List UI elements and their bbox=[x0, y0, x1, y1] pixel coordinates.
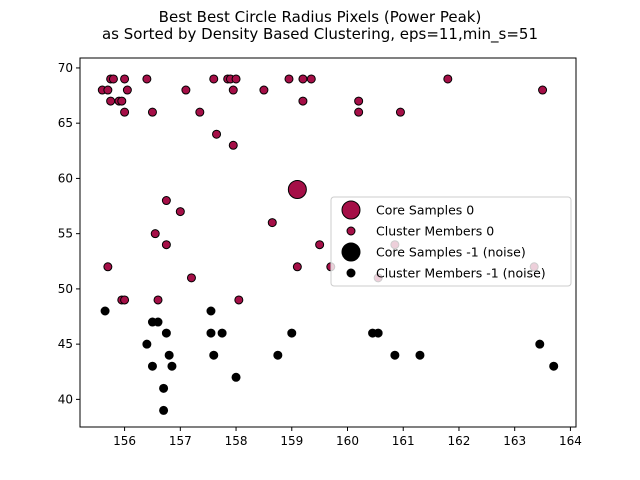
data-point-series-1 bbox=[267, 218, 277, 228]
data-point-series-1 bbox=[209, 74, 219, 84]
x-tick-label: 159 bbox=[280, 434, 303, 448]
data-point-series-1 bbox=[443, 74, 453, 84]
data-point-series-1 bbox=[228, 140, 238, 150]
data-point-series-3 bbox=[159, 383, 169, 393]
x-tick-label: 163 bbox=[503, 434, 526, 448]
data-point-series-1 bbox=[106, 96, 116, 106]
data-point-series-1 bbox=[259, 85, 269, 95]
data-point-series-3 bbox=[390, 350, 400, 360]
x-tick-label: 156 bbox=[113, 434, 136, 448]
y-tick-label: 60 bbox=[58, 171, 73, 185]
data-point-series-1 bbox=[212, 129, 222, 139]
legend-marker bbox=[346, 226, 356, 236]
data-point-series-3 bbox=[535, 339, 545, 349]
data-point-series-1 bbox=[186, 273, 196, 283]
legend-label: Core Samples -1 (noise) bbox=[376, 245, 526, 260]
data-point-series-3 bbox=[373, 328, 383, 338]
data-point-series-1 bbox=[354, 96, 364, 106]
data-point-series-1 bbox=[298, 74, 308, 84]
data-point-series-1 bbox=[234, 295, 244, 305]
legend-label: Cluster Members 0 bbox=[376, 224, 494, 239]
data-point-series-1 bbox=[161, 240, 171, 250]
legend-label: Core Samples 0 bbox=[376, 203, 474, 218]
data-point-series-3 bbox=[164, 350, 174, 360]
data-point-series-3 bbox=[273, 350, 283, 360]
data-point-series-3 bbox=[209, 350, 219, 360]
data-point-series-3 bbox=[287, 328, 297, 338]
x-tick-label: 158 bbox=[225, 434, 248, 448]
y-tick-label: 70 bbox=[58, 61, 73, 75]
data-point-series-3 bbox=[206, 306, 216, 316]
data-point-series-1 bbox=[120, 74, 130, 84]
data-point-series-1 bbox=[142, 74, 152, 84]
data-point-series-3 bbox=[415, 350, 425, 360]
data-point-series-1 bbox=[120, 107, 130, 117]
legend-box bbox=[330, 196, 572, 287]
data-point-series-1 bbox=[315, 240, 325, 250]
x-tick-label: 164 bbox=[559, 434, 582, 448]
data-point-series-3 bbox=[153, 317, 163, 327]
data-point-series-1 bbox=[147, 107, 157, 117]
data-point-series-0 bbox=[287, 179, 307, 199]
data-point-series-1 bbox=[120, 295, 130, 305]
chart-title: Best Best Circle Radius Pixels (Power Pe… bbox=[159, 8, 482, 26]
chart-subtitle: as Sorted by Density Based Clustering, e… bbox=[102, 25, 538, 44]
data-point-series-1 bbox=[117, 96, 127, 106]
data-point-series-3 bbox=[159, 405, 169, 415]
data-point-series-1 bbox=[195, 107, 205, 117]
data-point-series-3 bbox=[147, 361, 157, 371]
y-tick-label: 40 bbox=[58, 392, 73, 406]
y-tick-label: 45 bbox=[58, 337, 73, 351]
axis-ticks: 156 157 158 159 160 161 162 163 164 40 45 50 55 60 65 7… bbox=[58, 61, 582, 448]
data-point-series-3 bbox=[100, 306, 110, 316]
data-point-series-1 bbox=[354, 107, 364, 117]
data-point-series-1 bbox=[103, 85, 113, 95]
data-point-series-1 bbox=[228, 85, 238, 95]
data-point-series-1 bbox=[298, 96, 308, 106]
data-point-series-1 bbox=[395, 107, 405, 117]
data-point-series-1 bbox=[306, 74, 316, 84]
data-point-series-3 bbox=[206, 328, 216, 338]
x-tick-label: 157 bbox=[169, 434, 192, 448]
data-point-series-1 bbox=[538, 85, 548, 95]
data-point-series-1 bbox=[292, 262, 302, 272]
data-point-series-3 bbox=[231, 372, 241, 382]
data-point-series-1 bbox=[231, 74, 241, 84]
y-tick-label: 65 bbox=[58, 116, 73, 130]
x-tick-label: 160 bbox=[336, 434, 359, 448]
data-point-series-1 bbox=[161, 196, 171, 206]
data-point-series-3 bbox=[217, 328, 227, 338]
legend-marker bbox=[341, 242, 361, 262]
x-tick-label: 162 bbox=[448, 434, 471, 448]
data-point-series-3 bbox=[142, 339, 152, 349]
legend-marker bbox=[346, 268, 356, 278]
legend: Core Samples 0 Cluster Members 0 Core Samp… bbox=[330, 196, 572, 287]
legend-label: Cluster Members -1 (noise) bbox=[376, 266, 546, 281]
data-point-series-1 bbox=[175, 207, 185, 217]
y-tick-label: 55 bbox=[58, 227, 73, 241]
y-tick-label: 50 bbox=[58, 282, 73, 296]
data-point-series-1 bbox=[122, 85, 132, 95]
data-point-series-1 bbox=[150, 229, 160, 239]
data-point-series-1 bbox=[153, 295, 163, 305]
plot-frame bbox=[79, 57, 577, 428]
data-point-series-3 bbox=[167, 361, 177, 371]
data-point-series-1 bbox=[181, 85, 191, 95]
data-point-series-1 bbox=[284, 74, 294, 84]
x-tick-label: 161 bbox=[392, 434, 415, 448]
legend-marker bbox=[341, 200, 361, 220]
data-point-series-3 bbox=[161, 328, 171, 338]
data-point-series-3 bbox=[549, 361, 559, 371]
data-point-series-1 bbox=[108, 74, 118, 84]
data-point-series-1 bbox=[103, 262, 113, 272]
